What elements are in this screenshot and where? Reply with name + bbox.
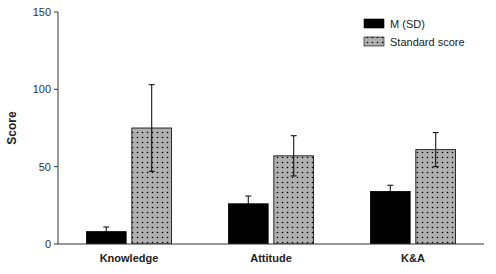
y-tick-label: 0 xyxy=(45,238,51,250)
x-tick-label: Attitude xyxy=(250,252,292,264)
x-tick-label: K&A xyxy=(401,252,425,264)
legend-label: Standard score xyxy=(390,36,465,48)
y-tick-label: 100 xyxy=(33,83,51,95)
x-tick-label: Knowledge xyxy=(100,252,159,264)
y-tick-label: 50 xyxy=(39,161,51,173)
error-bar xyxy=(103,227,109,236)
error-bar xyxy=(245,196,251,211)
y-tick xyxy=(54,244,58,245)
bar xyxy=(370,191,410,244)
y-tick-label: 150 xyxy=(33,6,51,18)
legend-swatch xyxy=(364,37,384,46)
error-bar xyxy=(433,133,439,167)
legend-label: M (SD) xyxy=(390,18,425,30)
legend: M (SD) Standard score xyxy=(364,18,465,48)
y-tick xyxy=(54,166,58,167)
y-tick xyxy=(54,12,58,13)
y-tick xyxy=(54,89,58,90)
error-bar xyxy=(149,85,155,172)
y-axis-label: Score xyxy=(5,111,19,145)
legend-swatch xyxy=(364,19,384,28)
error-bar xyxy=(291,136,297,176)
error-bar xyxy=(387,185,393,197)
bars xyxy=(86,85,455,244)
y-axis xyxy=(58,12,59,244)
x-axis xyxy=(58,244,484,245)
chart: 0 50 100 150 Score Knowledge Attitude K&A M (SD)… xyxy=(0,0,496,274)
